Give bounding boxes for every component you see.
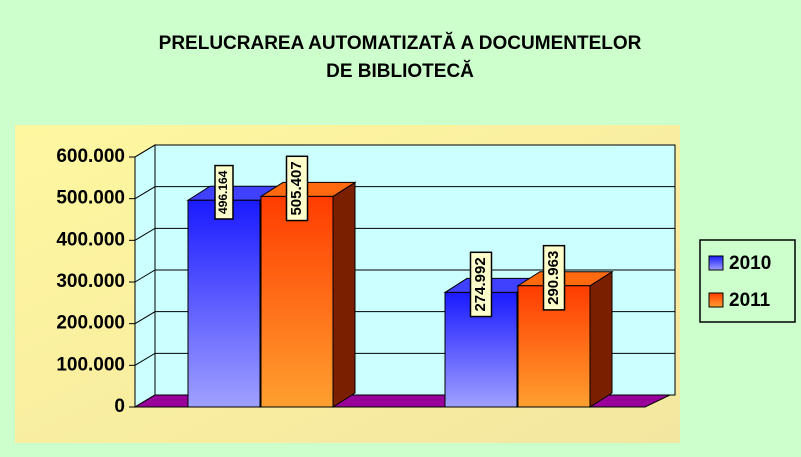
value-label-box: [214, 164, 234, 220]
chart-title: PRELUCRAREA AUTOMATIZATĂ A DOCUMENTELOR: [159, 32, 642, 54]
y-tick-label: 300.000: [56, 271, 125, 292]
value-label-box: [285, 155, 309, 222]
value-label: 505.407: [288, 161, 305, 215]
y-tick-label: 500.000: [56, 188, 125, 209]
value-label: 496.164: [216, 170, 230, 214]
y-tick-label: 600.000: [56, 146, 125, 167]
value-label-box: [469, 251, 493, 318]
bar-side: [589, 270, 613, 408]
legend: [699, 239, 796, 323]
chart-title: DE BIBLIOTECĂ: [326, 60, 474, 82]
y-tick-label: 100.000: [56, 354, 125, 375]
value-label: 290.963: [545, 251, 562, 305]
bar: [260, 195, 334, 408]
legend-label: 2010: [729, 253, 771, 274]
bar-side: [332, 181, 356, 408]
legend-label: 2011: [729, 290, 771, 311]
legend-swatch: [708, 292, 724, 308]
grid-line: [134, 227, 675, 241]
grid-line: [134, 186, 675, 200]
value-label: 274.992: [472, 257, 489, 311]
y-tick-label: 200.000: [56, 313, 125, 334]
y-tick-label: 400.000: [56, 229, 125, 250]
value-label-box: [542, 244, 566, 311]
grid-line: [134, 144, 675, 158]
legend-swatch: [708, 255, 724, 271]
bar: [187, 199, 261, 408]
y-tick-label: 0: [114, 396, 125, 417]
grid-line: [134, 269, 675, 283]
